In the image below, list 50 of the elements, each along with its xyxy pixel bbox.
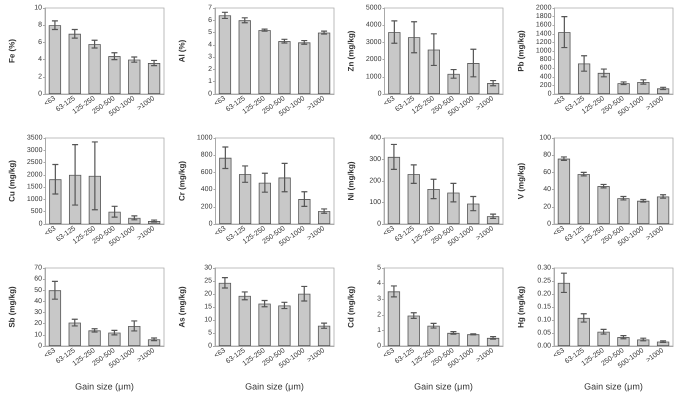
y-axis-title: As (mg/kg): [177, 286, 186, 328]
y-axis-title: Hg (mg/kg): [516, 286, 525, 328]
bar: [88, 330, 101, 346]
bar: [486, 338, 500, 346]
x-axis-title: Gain size (μm): [584, 382, 642, 392]
bar: [148, 63, 160, 94]
bar: [616, 337, 630, 346]
y-axis-title: Fe (%): [8, 38, 16, 63]
y-axis-title: Pb (mg/kg): [516, 30, 525, 72]
x-axis-title: Gain size (μm): [75, 382, 134, 392]
bar: [616, 83, 630, 94]
bar: [298, 42, 310, 94]
bar: [656, 196, 669, 224]
bar: [318, 211, 330, 224]
y-axis-title: Sb (mg/kg): [8, 286, 16, 328]
bar: [218, 15, 231, 94]
bar: [238, 20, 250, 94]
y-axis-title: Zn (mg/kg): [346, 30, 356, 72]
bar: [596, 186, 610, 224]
x-axis-title: Gain size (μm): [414, 382, 473, 392]
bar: [427, 326, 440, 346]
y-axis-title: Al (%): [177, 39, 186, 62]
bar: [108, 332, 121, 346]
y-axis-title: V (mg/kg): [516, 162, 525, 200]
bar: [577, 174, 590, 224]
bar: [278, 41, 290, 94]
bar: [317, 326, 330, 346]
bar: [636, 82, 649, 94]
bar: [317, 32, 330, 94]
bar: [108, 56, 121, 94]
y-axis-title: Cu (mg/kg): [8, 160, 16, 202]
bar: [616, 198, 630, 224]
bar: [258, 30, 270, 94]
bar: [467, 334, 480, 346]
y-axis-title: Cd (mg/kg): [346, 286, 356, 328]
bar: [487, 83, 500, 94]
bar: [128, 60, 140, 94]
bar: [68, 322, 81, 346]
bar: [258, 304, 270, 346]
y-axis-title: Cr (mg/kg): [177, 160, 186, 201]
x-axis-title: Gain size (μm): [244, 382, 304, 392]
bar: [596, 332, 610, 346]
bar: [557, 158, 570, 224]
bar: [447, 332, 460, 346]
bar: [408, 316, 420, 346]
bar: [597, 72, 610, 94]
bar: [636, 200, 649, 224]
y-axis-title: Ni (mg/kg): [346, 161, 356, 201]
bar: [278, 305, 290, 346]
bar: [238, 296, 250, 346]
